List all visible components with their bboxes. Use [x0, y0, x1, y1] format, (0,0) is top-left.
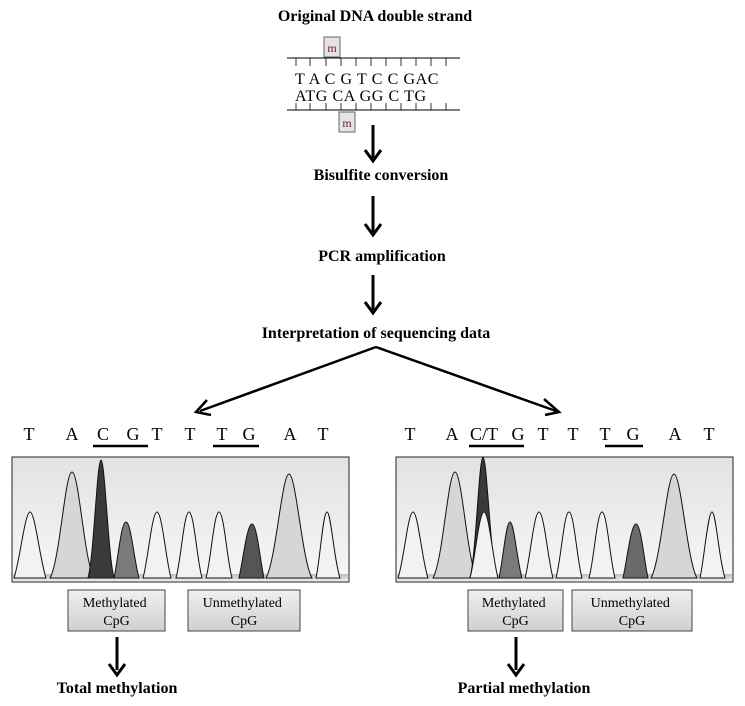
- unmethylated-cpg-box-left: [187, 589, 301, 632]
- peak-G: [113, 521, 140, 579]
- peak-G: [498, 521, 523, 579]
- peak-A: [49, 471, 95, 579]
- box-line: Unmethylated: [591, 596, 670, 611]
- box-line: Methylated: [83, 596, 147, 611]
- base-label: A: [66, 424, 79, 444]
- step-bisulfite-conversion: Bisulfite conversion: [314, 167, 449, 184]
- peak-T: [175, 511, 203, 579]
- base-label: T: [568, 424, 579, 444]
- base-label: G: [627, 424, 640, 444]
- base-label: G: [512, 424, 525, 444]
- strand-ticks-top: [295, 58, 447, 66]
- peak-C-methylated: [87, 459, 115, 579]
- methyl-label-bottom: m: [342, 116, 352, 130]
- base-label: A: [669, 424, 682, 444]
- arrow-to-left-panel: [199, 345, 377, 413]
- arrowhead-right: [543, 398, 562, 417]
- box-line: CpG: [619, 614, 645, 629]
- peaks-right: [397, 456, 726, 579]
- base-label: G: [243, 424, 256, 444]
- bottom-strand-sequence: ATG CA GG C TG: [295, 88, 427, 105]
- base-label: T: [152, 424, 163, 444]
- peak-G: [238, 523, 265, 579]
- methylated-cpg-label-left: Methylated CpG: [83, 596, 150, 629]
- methyl-label-top: m: [327, 41, 337, 55]
- step-interpretation: Interpretation of sequencing data: [262, 325, 491, 342]
- methyl-marker-top: [323, 36, 341, 58]
- arrowhead-total: [107, 663, 127, 678]
- strand-ticks-bottom: [295, 103, 447, 110]
- peak-T: [699, 511, 726, 579]
- peak-T: [588, 511, 616, 579]
- base-label: A: [284, 424, 297, 444]
- methylated-cpg-box-left: [67, 589, 166, 632]
- base-label: T: [405, 424, 416, 444]
- base-label: A: [446, 424, 459, 444]
- base-label: C: [97, 424, 109, 444]
- base-label: T: [217, 424, 228, 444]
- peak-T: [524, 511, 554, 579]
- base-label: C/T: [470, 424, 498, 444]
- arrow-to-right-panel: [375, 345, 557, 413]
- base-label: T: [318, 424, 329, 444]
- base-sequence-right: T A C/T G T T T G A T: [405, 424, 715, 448]
- peak-T: [315, 511, 341, 579]
- peak-T: [555, 511, 583, 579]
- split-arrows: [193, 345, 562, 417]
- peak-T: [13, 511, 47, 579]
- unmethylated-cpg-label-right: Unmethylated CpG: [591, 596, 674, 629]
- panel-partial-methylation: T A C/T G T T T G A T: [395, 424, 734, 697]
- peak-T: [142, 511, 172, 579]
- top-strand-sequence: T A C G T C C GAC: [295, 71, 439, 88]
- base-label: T: [185, 424, 196, 444]
- base-label: T: [704, 424, 715, 444]
- unmethylated-cpg-label-left: Unmethylated CpG: [203, 596, 286, 629]
- box-line: Unmethylated: [203, 596, 282, 611]
- peak-T-unmethylated: [469, 511, 499, 579]
- arrowhead-interpretation: [363, 301, 383, 316]
- methyl-marker-bottom: [338, 111, 356, 133]
- methylated-cpg-box-right: [467, 589, 564, 632]
- peak-T: [397, 511, 429, 579]
- peaks-left: [13, 459, 341, 579]
- base-label: T: [24, 424, 35, 444]
- peak-A: [265, 473, 313, 579]
- box-line: Methylated: [482, 596, 546, 611]
- methylated-cpg-label-right: Methylated CpG: [482, 596, 549, 629]
- arrowhead-pcr: [363, 223, 383, 238]
- arrowhead-partial: [506, 663, 526, 678]
- base-label: T: [538, 424, 549, 444]
- unmethylated-cpg-box-right: [571, 589, 693, 632]
- base-label: T: [600, 424, 611, 444]
- base-label: G: [127, 424, 140, 444]
- step-pcr-amplification: PCR amplification: [318, 248, 446, 265]
- box-line: CpG: [231, 614, 257, 629]
- peak-T: [205, 511, 233, 579]
- box-line: CpG: [103, 614, 129, 629]
- arrowhead-left: [193, 399, 212, 417]
- diagram-title: Original DNA double strand: [278, 8, 472, 25]
- peak-G: [622, 523, 649, 579]
- arrowhead-bisulfite: [363, 149, 383, 164]
- panel-total-methylation: T A C G T T T G A T: [11, 424, 350, 697]
- dna-double-strand: m T A C G T C C GAC ATG CA GG C TG m: [287, 36, 460, 133]
- outcome-partial-methylation: Partial methylation: [458, 680, 591, 697]
- base-sequence-left: T A C G T T T G A T: [24, 424, 329, 448]
- peak-A: [432, 471, 478, 579]
- flow-arrows: [363, 125, 383, 316]
- peak-A: [650, 473, 698, 579]
- outcome-total-methylation: Total methylation: [57, 680, 178, 697]
- box-line: CpG: [502, 614, 528, 629]
